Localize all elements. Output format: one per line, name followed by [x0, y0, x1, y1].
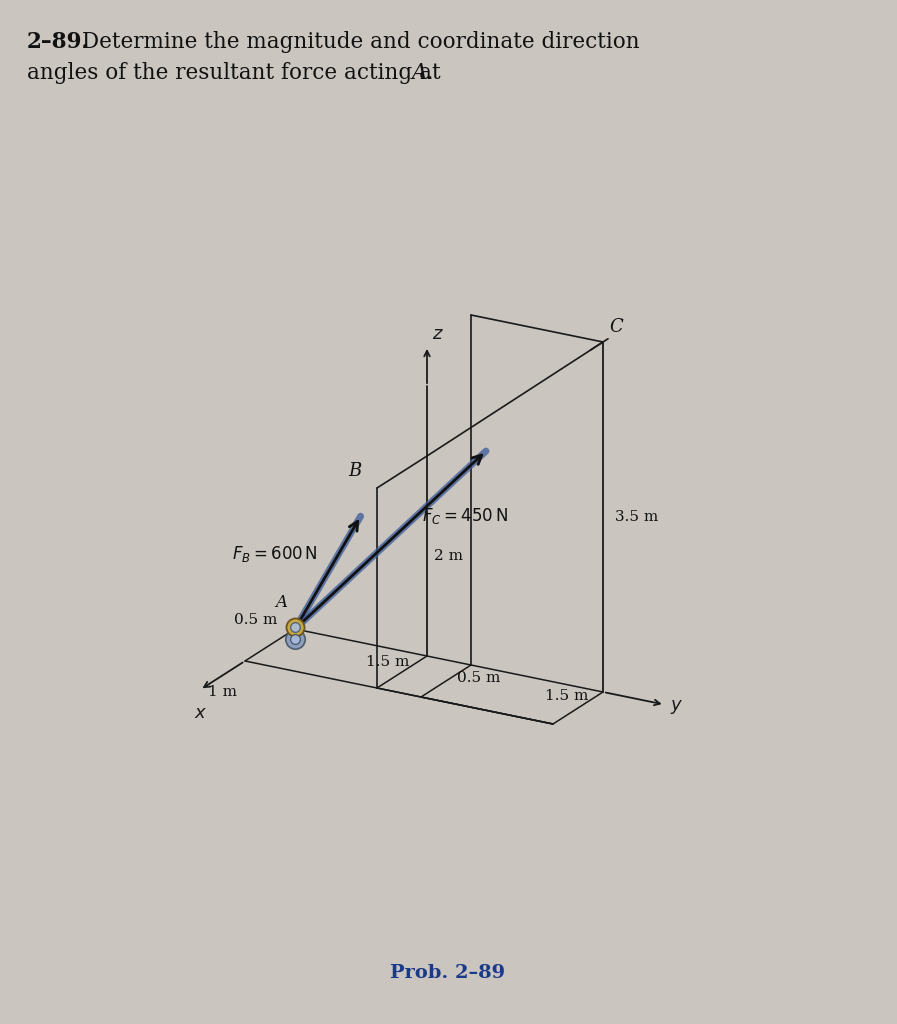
Text: 2–89.: 2–89.	[27, 31, 90, 53]
Text: z: z	[432, 325, 441, 343]
Text: C: C	[609, 318, 623, 336]
Text: 3.5 m: 3.5 m	[615, 510, 658, 524]
Text: $F_B = 600\,\mathrm{N}$: $F_B = 600\,\mathrm{N}$	[231, 544, 318, 564]
Text: Prob. 2–89: Prob. 2–89	[390, 964, 506, 982]
Text: x: x	[195, 703, 205, 722]
Text: 0.5 m: 0.5 m	[234, 613, 277, 627]
Text: Determine the magnitude and coordinate direction: Determine the magnitude and coordinate d…	[27, 31, 640, 53]
Text: 1 m: 1 m	[208, 685, 237, 699]
Text: angles of the resultant force acting at: angles of the resultant force acting at	[27, 62, 448, 84]
Text: B: B	[349, 462, 362, 480]
Text: 0.5 m: 0.5 m	[457, 671, 501, 684]
Text: 1.5 m: 1.5 m	[366, 654, 409, 669]
Text: 2 m: 2 m	[434, 549, 463, 563]
Text: y: y	[671, 695, 681, 714]
Text: $F_C = 450\,\mathrm{N}$: $F_C = 450\,\mathrm{N}$	[422, 506, 508, 526]
Text: A: A	[275, 594, 287, 611]
Text: 1.5 m: 1.5 m	[545, 688, 588, 702]
Text: A.: A.	[412, 62, 434, 84]
